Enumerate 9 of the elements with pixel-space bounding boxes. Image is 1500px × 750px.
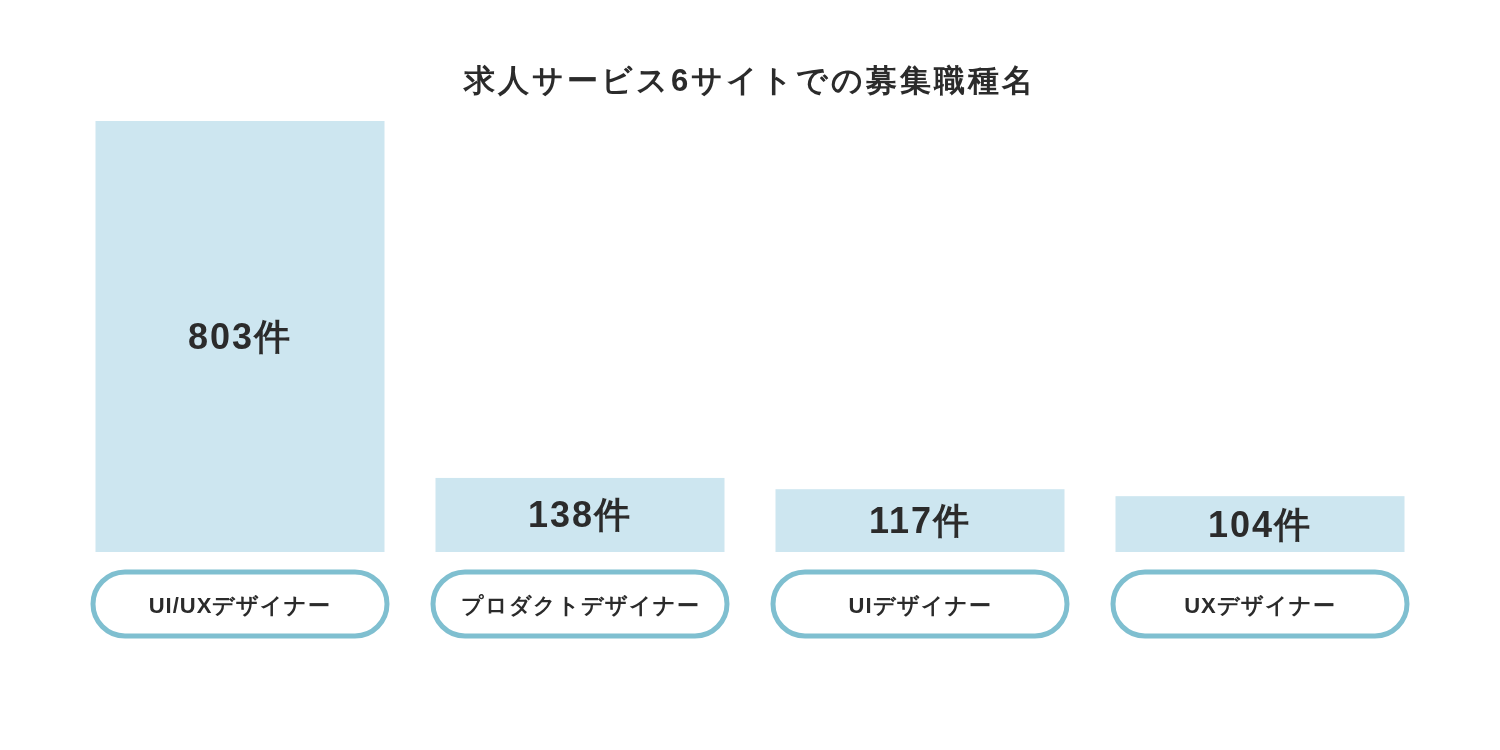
data-label: 803件 xyxy=(187,316,293,357)
x-tick-label: UXデザイナー xyxy=(1184,592,1336,618)
x-tick-label: プロダクトデザイナー xyxy=(460,592,700,618)
x-tick-label: UIデザイナー xyxy=(848,592,992,618)
data-label: 117件 xyxy=(868,500,972,542)
data-label: 104件 xyxy=(1207,503,1313,545)
data-label: 138件 xyxy=(527,494,633,536)
chart-title: 求人サービス6サイトでの募集職種名 xyxy=(462,62,1037,98)
x-tick-label: UI/UXデザイナー xyxy=(148,592,332,618)
